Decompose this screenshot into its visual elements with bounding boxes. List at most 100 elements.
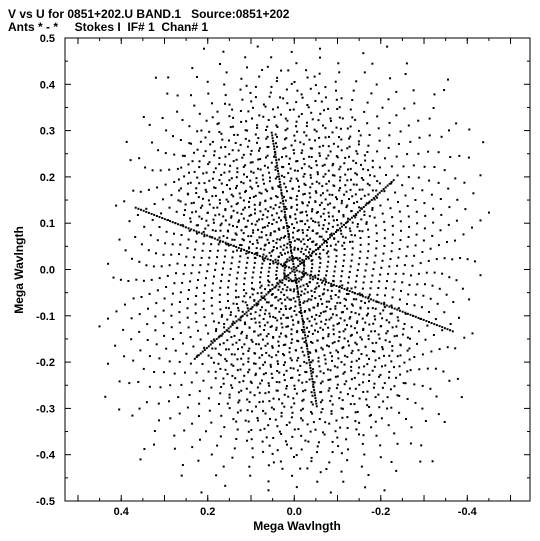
data-point — [243, 283, 246, 286]
data-point — [267, 464, 270, 467]
data-point — [300, 290, 303, 293]
data-point — [249, 380, 252, 383]
data-point — [299, 306, 302, 309]
data-point — [218, 198, 221, 201]
data-point — [227, 348, 230, 351]
data-point — [211, 289, 214, 292]
data-point — [434, 367, 437, 370]
data-point — [307, 353, 310, 356]
data-point — [140, 208, 142, 211]
data-point — [288, 256, 291, 259]
data-point — [266, 65, 269, 68]
data-point — [199, 264, 202, 267]
data-point — [293, 384, 296, 387]
data-point — [317, 221, 320, 224]
data-point — [349, 240, 351, 243]
data-point — [176, 167, 179, 170]
data-point — [280, 411, 283, 414]
data-point — [229, 267, 232, 270]
data-point — [401, 333, 404, 336]
data-point — [286, 227, 289, 230]
data-point — [339, 176, 342, 179]
data-point — [189, 336, 192, 338]
data-point — [222, 191, 224, 194]
data-point — [280, 191, 283, 194]
data-point — [323, 163, 326, 166]
data-point — [242, 380, 245, 383]
data-point — [317, 441, 320, 444]
data-point — [335, 349, 338, 352]
data-point — [240, 389, 243, 392]
data-point — [194, 303, 197, 306]
data-point — [241, 300, 244, 303]
data-point — [240, 357, 243, 360]
data-point — [344, 226, 347, 229]
data-point — [162, 322, 165, 325]
data-point — [368, 293, 371, 296]
data-point — [337, 357, 340, 360]
data-point — [377, 333, 380, 336]
data-point — [222, 465, 225, 468]
data-point — [252, 171, 255, 174]
data-point — [317, 356, 320, 359]
data-point — [224, 102, 226, 105]
data-point — [412, 164, 415, 167]
data-point — [216, 444, 219, 447]
data-point — [249, 391, 252, 394]
data-point — [311, 295, 314, 298]
data-point — [296, 290, 299, 293]
data-point — [238, 399, 241, 402]
data-point — [255, 252, 257, 255]
data-point — [198, 182, 201, 185]
data-point — [348, 227, 351, 230]
data-point — [327, 389, 330, 392]
data-point — [162, 253, 165, 256]
data-point — [296, 203, 299, 206]
data-point — [383, 190, 386, 193]
data-point — [123, 200, 126, 203]
data-point — [290, 241, 292, 244]
data-point — [242, 208, 245, 211]
data-point — [314, 329, 316, 332]
data-point — [428, 179, 431, 182]
data-point — [287, 172, 290, 175]
data-point — [257, 185, 260, 188]
data-point — [404, 73, 407, 75]
data-point — [409, 442, 412, 445]
data-point — [132, 359, 135, 362]
data-point — [391, 233, 394, 236]
data-point — [327, 145, 330, 148]
data-point — [375, 240, 378, 242]
data-point — [269, 197, 272, 200]
data-point — [213, 275, 215, 278]
data-point — [454, 347, 457, 350]
data-point — [245, 337, 248, 340]
data-point — [230, 363, 233, 366]
data-point — [316, 480, 319, 483]
data-point — [310, 456, 313, 459]
data-point — [168, 400, 170, 403]
data-point — [219, 354, 222, 357]
data-point — [290, 177, 293, 180]
data-point — [253, 394, 256, 397]
data-point — [288, 241, 291, 244]
data-point — [328, 215, 330, 218]
data-point — [214, 347, 217, 350]
data-point — [334, 265, 337, 268]
data-point — [214, 167, 217, 170]
data-point — [307, 239, 309, 241]
data-point — [468, 298, 471, 301]
data-point — [372, 268, 375, 271]
data-point — [279, 298, 282, 300]
data-point — [321, 380, 324, 383]
data-point — [298, 301, 301, 304]
data-point — [471, 332, 474, 335]
data-point — [253, 317, 256, 320]
data-point — [164, 183, 167, 186]
data-point — [255, 302, 258, 305]
data-point — [383, 382, 386, 385]
data-point — [439, 229, 442, 232]
data-point — [238, 192, 241, 195]
data-point — [367, 243, 370, 246]
data-point — [248, 368, 251, 371]
